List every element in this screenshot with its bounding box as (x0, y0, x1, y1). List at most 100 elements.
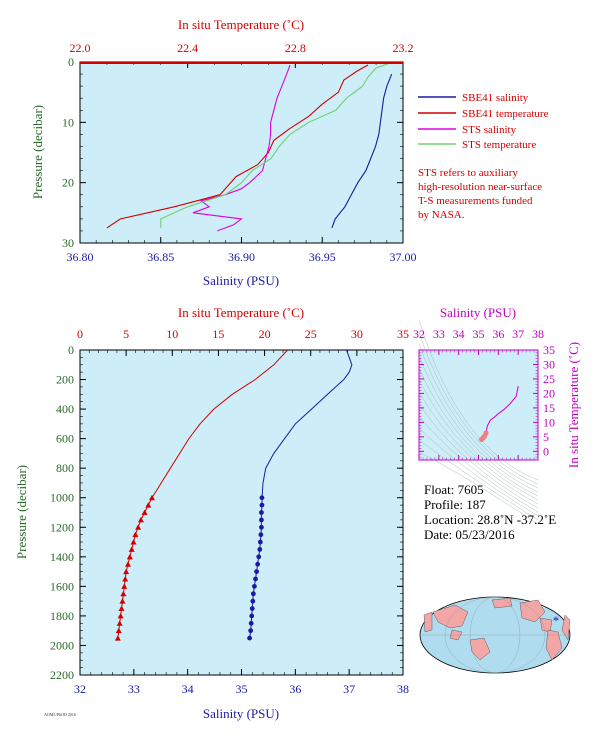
lower-xtick-top-label: 15 (212, 327, 224, 341)
sts-temperature-line (160, 62, 390, 228)
lower-ytick-label: 400 (56, 402, 74, 416)
lower-ytick-label: 0 (68, 343, 74, 357)
temperature-point (115, 627, 122, 634)
temperature-point (135, 524, 142, 530)
lower-panel: In situ Temperature (˚C) Salinity (PSU) … (14, 305, 409, 721)
lower-ticks: 32 33 34 35 36 37 38 0 5 10 15 20 25 30 35 0 200 400 600 80… (50, 327, 409, 696)
salinity-point (250, 598, 256, 604)
upper-xtick-top-label: 22.4 (177, 41, 198, 55)
salinity-point (259, 510, 264, 515)
ts-xtick-label: 32 (413, 327, 425, 341)
upper-ticks: 36.80 36.85 36.90 36.95 37.00 22.0 22.4 22.8 23.… (62, 41, 417, 264)
salinity-point (257, 547, 263, 552)
upper-ytick-label: 0 (68, 55, 74, 69)
upper-xtick-bottom-label: 36.95 (309, 250, 336, 264)
sbe41-salinity-line (331, 73, 393, 229)
ts-ytick-label: 35 (543, 343, 555, 357)
upper-xtick-bottom-label: 37.00 (390, 250, 417, 264)
lower-xtick-bottom-label: 36 (289, 682, 301, 696)
legend-label-sts-salinity: STS salinity (462, 124, 517, 136)
float-position-marker: * (553, 613, 560, 628)
ts-ytick-label: 0 (543, 444, 549, 458)
lower-ytick-label: 600 (56, 432, 74, 446)
lower-bottom-axis-label: Salinity (PSU) (203, 706, 279, 721)
note-line-4: by NASA. (418, 209, 465, 221)
salinity-point (253, 576, 258, 582)
lower-xtick-bottom-label: 33 (128, 682, 140, 696)
temperature-point (121, 583, 128, 589)
temperature-point (114, 635, 121, 641)
upper-xtick-bottom-label: 36.80 (67, 250, 94, 264)
sbe41-temperature-line (106, 64, 369, 229)
note-line-1: STS refers to auxiliary (418, 167, 518, 179)
lower-xtick-top-label: 5 (123, 327, 129, 341)
upper-lines (80, 62, 403, 232)
lower-ytick-label: 1000 (50, 491, 74, 505)
temperature-point (119, 598, 126, 604)
lower-ytick-label: 2000 (50, 638, 74, 652)
temperature-point (117, 612, 124, 619)
salinity-point (257, 539, 263, 545)
lower-xtick-top-label: 30 (351, 327, 363, 341)
lower-ytick-label: 1800 (50, 609, 74, 623)
lower-xtick-bottom-label: 32 (74, 682, 86, 696)
upper-xtick-bottom-label: 36.85 (147, 250, 174, 264)
salinity-point (259, 524, 264, 530)
salinity-point (254, 569, 259, 574)
lower-xtick-bottom-label: 38 (397, 682, 409, 696)
lower-top-axis-label: In situ Temperature (˚C) (178, 305, 304, 320)
temperature-point (128, 546, 135, 552)
lower-xtick-top-label: 10 (166, 327, 178, 341)
lower-lines (114, 349, 353, 641)
info-location: Location: 28.8˚N -37.2˚E (424, 512, 556, 527)
salinity-point (248, 628, 254, 634)
upper-ytick-label: 30 (62, 236, 74, 250)
salinity-point (256, 554, 262, 560)
lower-xtick-top-label: 25 (305, 327, 317, 341)
ts-ytick-label: 5 (543, 430, 549, 444)
info-float: Float: 7605 (424, 482, 484, 497)
lower-xtick-bottom-label: 37 (343, 682, 355, 696)
upper-xtick-bottom-label: 36.90 (228, 250, 255, 264)
legend-label-sts-temperature: STS temperature (462, 139, 536, 151)
salinity-point (252, 583, 257, 589)
ts-ytick-label: 15 (543, 401, 555, 415)
note-line-2: high-resolution near-surface (418, 181, 542, 193)
ts-xtick-label: 36 (492, 327, 504, 341)
ts-panel: Salinity (PSU) In situ Temperature (˚C) … (413, 305, 581, 525)
legend-label-sbe41-temperature: SBE41 temperature (462, 108, 549, 120)
temperature-point (137, 516, 144, 523)
upper-ytick-label: 20 (62, 176, 74, 190)
ts-xtick-label: 38 (532, 327, 544, 341)
ts-ytick-label: 20 (543, 386, 555, 400)
salinity-point (250, 591, 256, 597)
ts-y-axis-label: In situ Temperature (˚C) (566, 342, 581, 468)
upper-xtick-top-label: 22.0 (70, 41, 91, 55)
ts-ytick-label: 10 (543, 415, 555, 429)
upper-legend: SBE41 salinity SBE41 temperature STS sal… (418, 92, 549, 221)
credit-text: AOML/PhOD 2016 (44, 712, 76, 717)
temperature-point (148, 494, 155, 501)
ts-top-axis-label: Salinity (PSU) (440, 305, 516, 320)
salinity-point (249, 613, 255, 619)
ts-xtick-label: 37 (512, 327, 524, 341)
salinity-point (258, 532, 264, 538)
temperature-point (122, 575, 129, 582)
temperature-point (118, 605, 125, 612)
temperature-point (116, 620, 123, 626)
temperature-point (132, 531, 139, 538)
temperature-point (124, 561, 131, 567)
lower-xtick-top-label: 35 (397, 327, 409, 341)
lower-ytick-label: 1200 (50, 520, 74, 534)
ts-xtick-label: 33 (433, 327, 445, 341)
lower-xtick-top-label: 20 (259, 327, 271, 341)
lower-y-axis-label: Pressure (decibar) (14, 465, 29, 559)
upper-panel: In situ Temperature (˚C) Salinity (PSU) … (30, 17, 417, 288)
upper-bottom-axis-label: Salinity (PSU) (203, 273, 279, 288)
lower-ytick-label: 800 (56, 461, 74, 475)
world-map: * (419, 596, 571, 674)
lower-ytick-label: 1400 (50, 550, 74, 564)
salinity-point (255, 561, 261, 567)
sts-salinity-line (192, 64, 291, 232)
